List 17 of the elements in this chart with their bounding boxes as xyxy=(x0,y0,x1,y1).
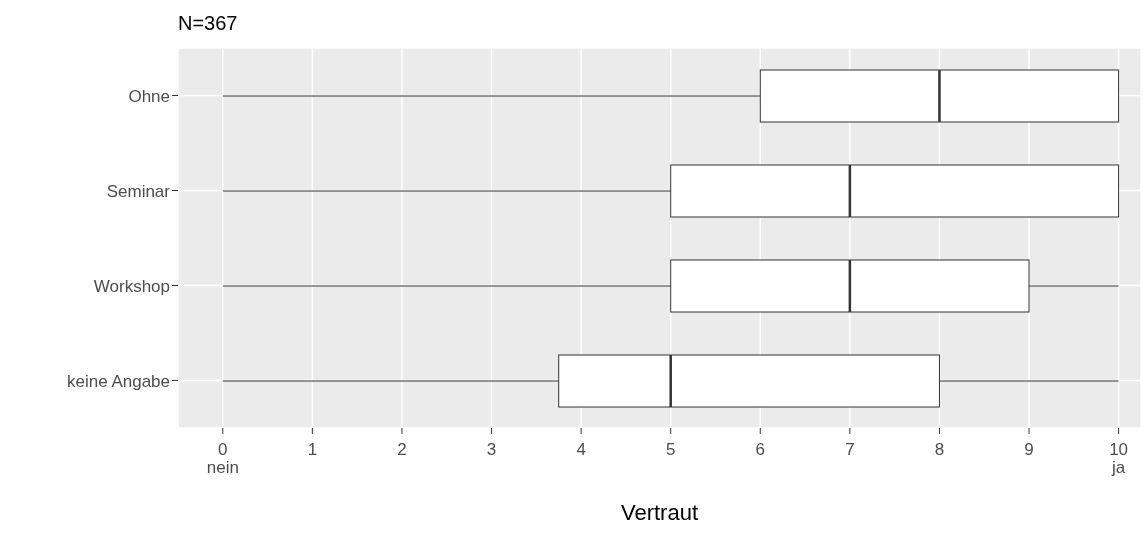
y-tick-label: Ohne xyxy=(128,86,170,106)
x-tick-label: 7 xyxy=(845,440,855,460)
x-tick-label: 1 xyxy=(307,440,318,460)
x-tick-label: 6 xyxy=(755,440,766,460)
x-tick-label: 10 ja xyxy=(1109,440,1129,478)
x-tick-label: 2 xyxy=(397,440,407,460)
y-tick-label: keine Angabe xyxy=(66,371,170,391)
x-tick-label: 3 xyxy=(486,440,497,460)
x-tick-label: 4 xyxy=(576,440,586,460)
chart-title: N=367 xyxy=(177,11,239,36)
x-axis-title: Vertraut xyxy=(620,500,699,525)
y-tick-label: Seminar xyxy=(106,181,171,201)
y-tick-label: Workshop xyxy=(93,276,170,296)
x-tick-label: 8 xyxy=(934,440,945,460)
x-tick-label: 0 nein xyxy=(206,440,239,478)
x-tick-label: 5 xyxy=(665,440,676,460)
x-tick-label: 9 xyxy=(1024,440,1034,460)
